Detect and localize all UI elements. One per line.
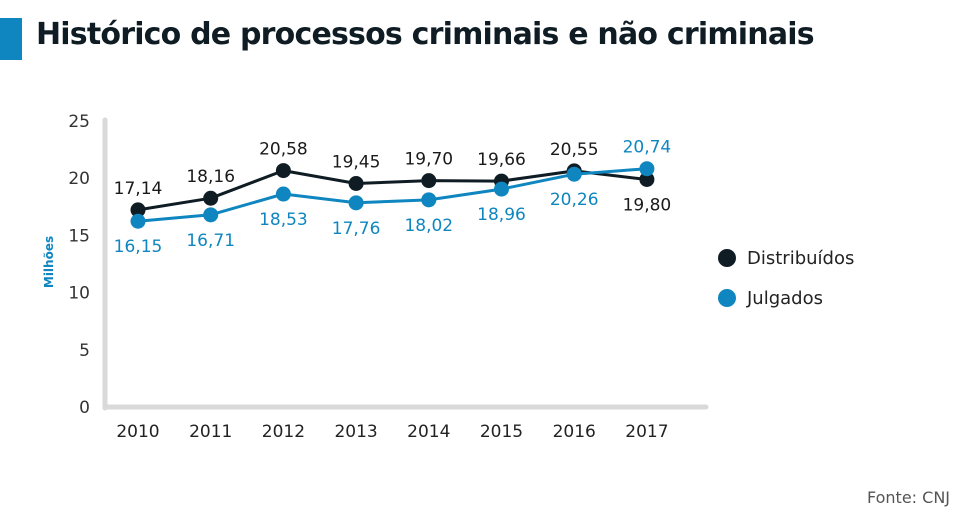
x-tick-label: 2015 [480,422,523,442]
chart-series [130,161,655,229]
chart-axes [102,117,709,411]
y-tick-label: 15 [68,226,90,246]
data-point-julgados [203,207,219,223]
x-tick-label: 2010 [116,422,159,442]
data-point-distribuidos [203,190,219,206]
data-label-julgados: 20,74 [623,138,672,158]
chart-legend: Distribuídos Julgados [718,248,854,309]
data-label-distribuidos: 17,14 [114,179,163,199]
data-point-julgados [348,195,364,211]
y-tick-label: 0 [79,398,90,418]
data-label-julgados: 17,76 [332,219,381,239]
data-label-julgados: 16,71 [186,231,235,251]
x-axis-ticks: 2010 2011 2012 2013 2014 2015 2016 2017 [116,422,668,442]
y-tick-label: 25 [68,112,90,132]
data-label-distribuidos: 20,58 [259,140,308,160]
y-tick-label: 5 [79,341,90,361]
y-axis-ticks: 0 5 10 15 20 25 [68,112,90,418]
data-point-distribuidos [639,171,655,187]
data-label-julgados: 18,96 [477,205,526,225]
legend-label-distribuidos: Distribuídos [747,248,854,269]
series-line-julgados [137,167,648,223]
title-accent-bar [0,18,22,60]
data-label-julgados: 18,02 [404,216,453,236]
data-point-julgados [639,161,655,177]
data-point-distribuidos [130,202,146,218]
series-line-distribuidos [137,169,648,212]
y-axis-label: Milhões [42,236,56,288]
data-point-distribuidos [275,163,291,179]
data-label-distribuidos: 19,45 [332,152,381,172]
data-point-julgados [494,181,509,197]
data-label-distribuidos: 18,16 [186,167,235,187]
data-point-julgados [130,213,146,229]
legend-label-julgados: Julgados [746,288,823,309]
y-tick-label: 20 [68,169,90,189]
x-tick-label: 2011 [189,422,232,442]
data-label-distribuidos: 19,80 [623,195,672,215]
legend-marker-distribuidos [718,249,736,267]
x-tick-label: 2017 [625,422,668,442]
data-point-distribuidos [421,173,437,189]
x-tick-label: 2016 [553,422,596,442]
data-label-julgados: 18,53 [259,210,308,230]
data-label-julgados: 20,26 [550,190,599,210]
data-label-distribuidos: 20,55 [550,140,599,160]
data-labels: 17,14 18,16 20,58 19,45 19,70 19,66 20,55 19,80… [114,138,672,258]
data-label-distribuidos: 19,66 [477,150,526,170]
x-tick-label: 2012 [262,422,305,442]
data-point-distribuidos [348,175,364,191]
data-label-distribuidos: 19,70 [404,150,453,170]
source-note: Fonte: CNJ [866,488,950,507]
x-tick-label: 2013 [334,422,377,442]
y-tick-label: 10 [68,284,90,304]
data-point-julgados [566,166,582,182]
data-label-julgados: 16,15 [114,237,163,257]
data-point-julgados [421,192,437,208]
legend-marker-julgados [718,289,736,307]
data-point-julgados [275,186,291,202]
x-tick-label: 2014 [407,422,450,442]
chart-title: Histórico de processos criminais e não c… [36,17,815,52]
